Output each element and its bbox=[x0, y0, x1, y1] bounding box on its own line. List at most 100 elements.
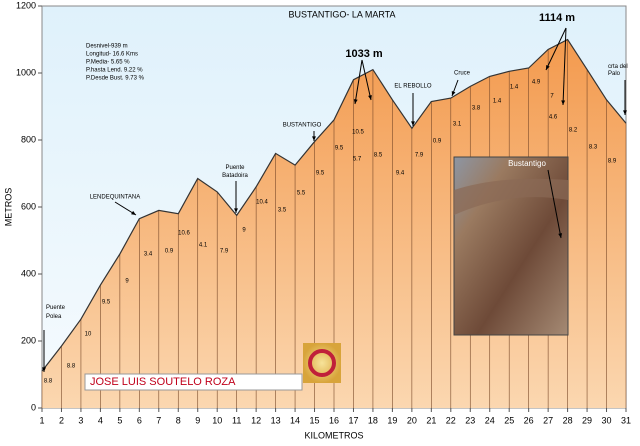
x-tick-label: 1 bbox=[39, 415, 44, 425]
slope-label: 9.5 bbox=[102, 300, 111, 306]
arrow-head bbox=[623, 110, 627, 115]
x-tick-label: 29 bbox=[582, 415, 592, 425]
x-tick-label: 3 bbox=[78, 415, 83, 425]
slope-label: 5.5 bbox=[297, 191, 306, 197]
stat-line: P.hasta Lend. 9.22 % bbox=[86, 68, 143, 74]
x-tick-label: 20 bbox=[407, 415, 417, 425]
slope-label: 9.5 bbox=[316, 171, 325, 177]
author-box bbox=[84, 373, 303, 391]
y-tick-label: 800 bbox=[21, 134, 36, 144]
y-tick-label: 200 bbox=[21, 335, 36, 345]
x-tick-label: 2 bbox=[59, 415, 64, 425]
slope-label: 10.6 bbox=[178, 231, 190, 237]
x-tick-label: 16 bbox=[329, 415, 339, 425]
slope-label: 9.5 bbox=[335, 146, 344, 152]
x-tick-label: 9 bbox=[195, 415, 200, 425]
arrow-head bbox=[312, 136, 316, 141]
slope-label: 3.5 bbox=[278, 208, 287, 214]
photo-label: Bustantigo bbox=[508, 159, 546, 168]
x-tick-label: 8 bbox=[176, 415, 181, 425]
place-label: crta del Palo bbox=[608, 64, 628, 77]
arrow-head bbox=[42, 367, 46, 372]
slope-label: 8.9 bbox=[608, 159, 617, 165]
x-tick-label: 6 bbox=[137, 415, 142, 425]
x-tick-label: 30 bbox=[602, 415, 612, 425]
arrow-head bbox=[411, 121, 415, 126]
slope-label: 8.8 bbox=[44, 379, 53, 385]
peak-label: 1114 m bbox=[539, 12, 575, 24]
x-tick-label: 24 bbox=[485, 415, 495, 425]
arrow-head bbox=[131, 210, 136, 215]
x-tick-label: 23 bbox=[465, 415, 475, 425]
slope-label: 10.4 bbox=[256, 200, 268, 206]
y-tick-label: 400 bbox=[21, 268, 36, 278]
x-tick-label: 5 bbox=[117, 415, 122, 425]
x-tick-label: 11 bbox=[232, 415, 241, 425]
slope-label: 9 bbox=[242, 228, 246, 234]
slope-label: 7.9 bbox=[220, 249, 229, 255]
arrow bbox=[562, 27, 567, 106]
x-tick-label: 26 bbox=[524, 415, 534, 425]
slope-label: 0.9 bbox=[433, 139, 442, 145]
chart-title: BUSTANTIGO- LA MARTA bbox=[288, 9, 395, 19]
x-tick-label: 14 bbox=[290, 415, 300, 425]
x-tick-label: 15 bbox=[310, 415, 320, 425]
x-tick-label: 19 bbox=[387, 415, 397, 425]
place-label: LENDEQUINTANA bbox=[90, 195, 141, 201]
place-label: Puente Polea bbox=[46, 305, 66, 320]
x-tick-label: 4 bbox=[98, 415, 103, 425]
x-tick-label: 25 bbox=[504, 415, 514, 425]
slope-label: 5.7 bbox=[353, 157, 362, 163]
x-tick-label: 28 bbox=[563, 415, 573, 425]
slope-label: 10 bbox=[85, 332, 92, 338]
profile-line bbox=[41, 38, 627, 372]
x-tick-label: 13 bbox=[271, 415, 281, 425]
x-tick-label: 12 bbox=[251, 415, 261, 425]
author: JOSE LUIS SOUTELO ROZA bbox=[90, 376, 236, 388]
slope-label: 8.2 bbox=[569, 128, 578, 134]
slope-label: 3.8 bbox=[472, 106, 481, 112]
slope-label: 8.3 bbox=[589, 145, 598, 151]
slope-label: 9 bbox=[125, 279, 129, 285]
y-tick-label: 0 bbox=[31, 402, 36, 412]
arrow bbox=[545, 27, 567, 71]
y-tick-label: 1000 bbox=[16, 67, 36, 77]
slope-label: 8.8 bbox=[67, 364, 76, 370]
place-label: EL REBOLLO bbox=[394, 84, 431, 90]
peak-label: 1033 m bbox=[345, 48, 383, 60]
slope-label: 9.4 bbox=[396, 171, 405, 177]
stat-line: P.Desde Bust. 9.73 % bbox=[86, 76, 145, 82]
x-tick-label: 18 bbox=[368, 415, 378, 425]
y-tick-label: 1200 bbox=[16, 0, 36, 10]
slope-label: 4.9 bbox=[532, 80, 541, 86]
arrow-head bbox=[558, 233, 563, 238]
arrow-head bbox=[546, 65, 550, 70]
stat-line: Desnivel-939 m bbox=[86, 44, 128, 50]
slope-label: 7 bbox=[550, 94, 554, 100]
y-tick-label: 600 bbox=[21, 201, 36, 211]
arrow-head bbox=[451, 91, 456, 96]
arrow-head bbox=[353, 99, 358, 104]
slope-label: 8.5 bbox=[374, 153, 383, 159]
x-tick-label: 21 bbox=[426, 415, 436, 425]
place-label: BUSTANTIGO bbox=[283, 123, 322, 129]
slope-label: 1.4 bbox=[493, 99, 502, 105]
arrow-head bbox=[561, 100, 566, 105]
x-tick-label: 31 bbox=[621, 415, 631, 425]
slope-label: 1.4 bbox=[510, 85, 519, 91]
x-tick-label: 22 bbox=[446, 415, 456, 425]
place-label: Puente Batadoira bbox=[222, 165, 248, 179]
slope-label: 0.9 bbox=[165, 249, 174, 255]
x-tick-label: 10 bbox=[212, 415, 222, 425]
arrow-head bbox=[234, 208, 238, 213]
stat-line: P.Media- 5.65 % bbox=[86, 60, 130, 66]
stat-line: Longitud- 16.6 Kms bbox=[86, 52, 138, 58]
x-axis-label: KILOMETROS bbox=[304, 430, 363, 440]
arrow-head bbox=[368, 95, 372, 100]
photo-ridge bbox=[454, 178, 568, 215]
x-tick-label: 7 bbox=[156, 415, 161, 425]
y-axis-label: METROS bbox=[3, 188, 13, 227]
place-label: Cruce bbox=[454, 71, 471, 77]
logo-mark bbox=[308, 349, 336, 377]
